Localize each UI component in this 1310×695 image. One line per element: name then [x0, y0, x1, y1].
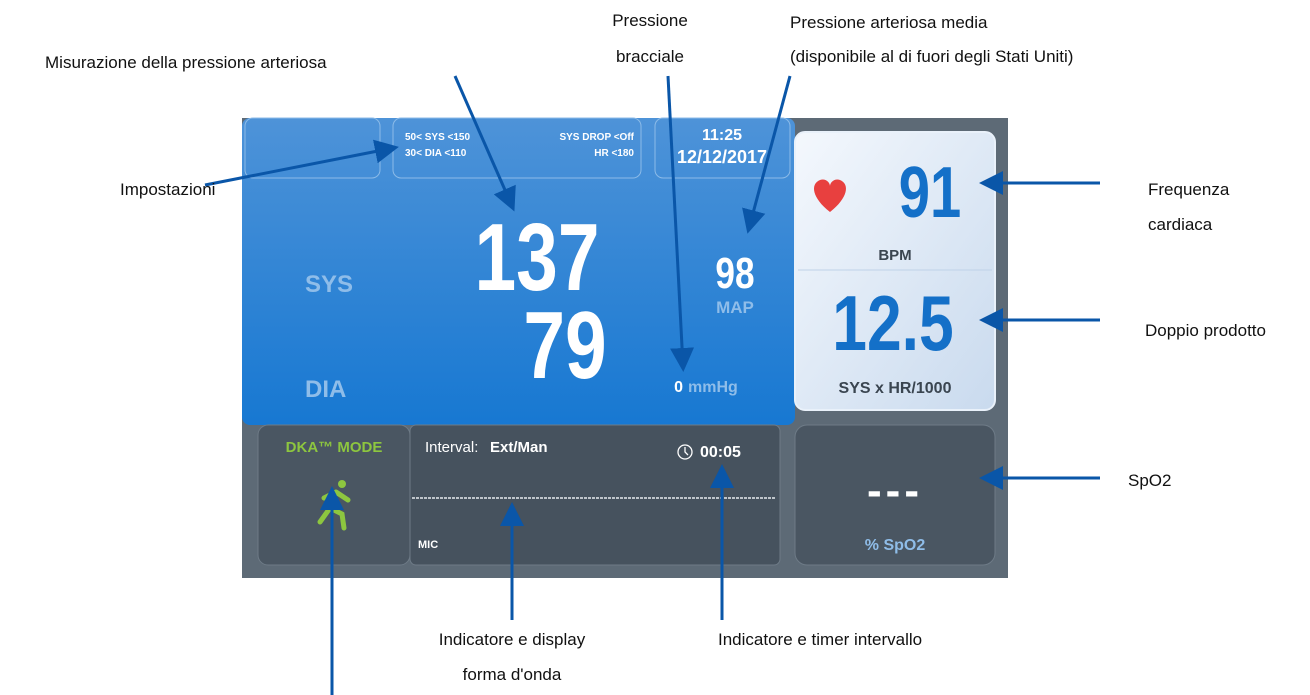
map-label: MAP [716, 298, 754, 317]
mic: MIC [418, 539, 438, 551]
clock-box [654, 117, 791, 179]
map-value: 98 [715, 249, 754, 298]
annotation: Pressione [612, 11, 688, 30]
hr-card [794, 131, 996, 411]
dia-value: 79 [523, 292, 606, 399]
hr-unit: BPM [878, 247, 911, 264]
mode: DKA™ MODE [286, 439, 383, 456]
sys-drop: SYS DROP <Off [559, 132, 634, 143]
dp-unit: SYS x HR/1000 [839, 380, 952, 397]
spo2-value: --- [867, 466, 923, 515]
annotation: Misurazione della pressione arteriosa [45, 53, 327, 72]
interval-value: Ext/Man [490, 439, 548, 456]
sys-value: 137 [475, 204, 600, 311]
clock-icon [677, 444, 693, 460]
annotation: Indicatore e timer intervallo [718, 630, 922, 649]
time: 11:25 [702, 127, 742, 144]
arrow [453, 75, 516, 212]
dia-range: 30< DIA <110 [405, 148, 467, 159]
interval-label: Interval: [425, 439, 478, 456]
sys-label: SYS [305, 271, 353, 298]
spo2-unit: % SpO2 [865, 537, 926, 554]
annotation: forma d'onda [463, 665, 562, 684]
annotation: cardiaca [1148, 215, 1213, 234]
hr-limit: HR <180 [594, 148, 634, 159]
annotation: bracciale [616, 47, 684, 66]
heart-icon [814, 179, 846, 212]
arrow [742, 75, 792, 234]
wave-box [409, 424, 781, 566]
annotation: SpO2 [1128, 471, 1171, 490]
date: 12/12/2017 [677, 147, 767, 167]
dia-label: DIA [305, 376, 346, 403]
annotation: Frequenza [1148, 180, 1230, 199]
hr-value: 91 [899, 152, 961, 232]
cuff-value: 0 [674, 379, 683, 396]
clock-hands [684, 447, 689, 456]
annotation: Impostazioni [120, 180, 215, 199]
annotation: Pressione arteriosa media [790, 13, 988, 32]
spo2-card [794, 424, 996, 566]
arrow [204, 139, 399, 187]
sys-range: 50< SYS <150 [405, 132, 470, 143]
annotation: Indicatore e display [439, 630, 586, 649]
bp-panel [242, 118, 795, 425]
cuff-unit: mmHg [688, 379, 738, 396]
arrow [666, 75, 695, 372]
annotation: Doppio prodotto [1145, 321, 1266, 340]
dp-value: 12.5 [832, 279, 953, 366]
timer-value: 00:05 [700, 444, 741, 461]
annotation: (disponibile al di fuori degli Stati Uni… [790, 47, 1073, 66]
